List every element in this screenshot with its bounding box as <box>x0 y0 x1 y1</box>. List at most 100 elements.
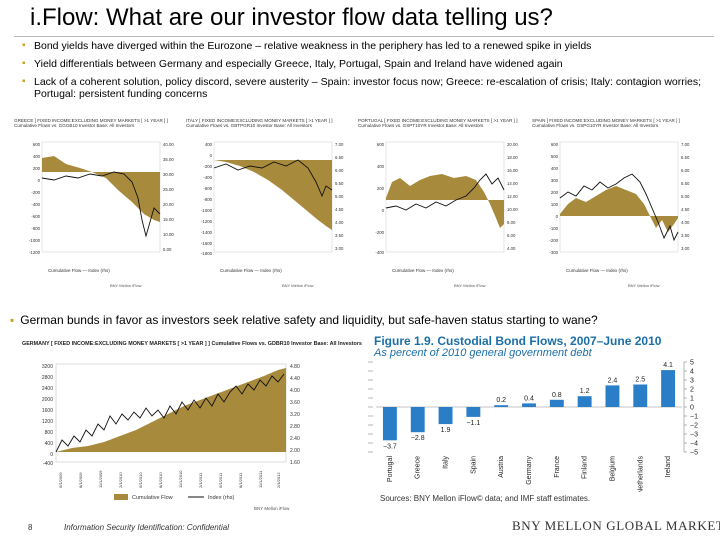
mini-chart-source: BNY Mellon iFlow <box>282 283 314 288</box>
tick: -1000 <box>201 208 213 213</box>
bullet-text: Yield differentials between Germany and … <box>34 58 563 70</box>
tick: 11/1/2011 <box>258 470 263 488</box>
left-tick-marks <box>368 361 373 453</box>
tick: 2400 <box>42 386 53 392</box>
cumulative-flow-area <box>42 156 160 222</box>
tick: 3.00 <box>681 246 690 251</box>
tick: 4.50 <box>335 207 344 212</box>
right-axis-ticks: 7.00 6.50 6.00 5.50 5.00 4.50 4.00 3.50 … <box>681 142 690 251</box>
tick: 10.00 <box>507 207 518 212</box>
index-line <box>385 173 505 211</box>
bar-ireland <box>661 370 676 407</box>
germany-chart: 3200 2800 2400 2000 1600 1200 800 400 0 … <box>42 363 300 511</box>
tick: 4.00 <box>335 220 344 225</box>
tick: -400 <box>31 202 40 207</box>
tick: -200 <box>375 230 384 235</box>
tick: 200 <box>551 190 559 195</box>
tick: 5.50 <box>681 181 690 186</box>
figure-source: Sources: BNY Mellon iFlow© data; and IMF… <box>380 494 591 503</box>
y-axis-ticks: 5 4 3 2 1 0 −1 −2 −3 −4 −5 <box>684 360 698 457</box>
tick: 20.00 <box>507 142 518 147</box>
tick: -1200 <box>201 219 213 224</box>
category-label: Ireland <box>665 456 672 478</box>
bar-belgium <box>605 385 620 407</box>
mini-chart-legend: Cumulative Flow — Index (rhs) <box>392 268 454 273</box>
value-label: 0.2 <box>496 397 506 404</box>
legend-flow-label: Cumulative Flow <box>132 495 173 501</box>
tick: 3.20 <box>290 412 300 418</box>
tick: 18.00 <box>507 155 518 160</box>
y-tick-label: 0 <box>690 405 694 412</box>
category-label: Portugal <box>387 456 394 483</box>
mini-chart-title: SPAIN [ FIXED INCOME:EXCLUDING MONEY MAR… <box>532 118 680 129</box>
index-line <box>41 171 161 238</box>
figure-title: Figure 1.9. Custodial Bond Flows, 2007–J… <box>374 334 662 348</box>
tick: 600 <box>551 142 559 147</box>
bar-greece <box>410 407 425 433</box>
tick: 1200 <box>42 419 53 425</box>
value-label: 2.4 <box>608 377 618 384</box>
tick: 3.60 <box>290 400 300 406</box>
value-label: 2.5 <box>635 377 645 384</box>
tick: 8/1/2011 <box>238 472 243 488</box>
tick: 100 <box>551 202 559 207</box>
tick: 15.00 <box>163 217 174 222</box>
tick: 200 <box>377 186 385 191</box>
tick: 25.00 <box>163 187 174 192</box>
y-tick-label: 2 <box>690 387 694 394</box>
tick: 4.00 <box>681 220 690 225</box>
y-tick-label: −3 <box>690 432 698 439</box>
tick: 2.00 <box>290 448 300 454</box>
tick: 5/1/2011 <box>218 472 223 488</box>
tick: 3.00 <box>335 246 344 251</box>
bullet-item: ▪ Yield differentials between Germany and… <box>22 58 712 70</box>
bar-france <box>549 399 564 407</box>
mini-chart-source: BNY Mellon iFlow <box>454 283 486 288</box>
value-label: 4.1 <box>663 362 673 369</box>
square-bullet-icon: ▪ <box>22 76 26 87</box>
bar-austria <box>494 405 509 407</box>
index-line <box>55 373 285 453</box>
tick: 8/1/2010 <box>158 472 163 488</box>
category-labels: Portugal Greece Italy Spain Austria Germany Fr… <box>387 456 672 492</box>
category-label: Belgium <box>609 456 616 481</box>
mini-chart-legend: Cumulative Flow — Index (rhs) <box>48 268 110 273</box>
tick: 0 <box>38 178 41 183</box>
mini-chart-legend: Cumulative Flow — Index (rhs) <box>220 268 282 273</box>
tick: -1400 <box>201 230 213 235</box>
value-label: −3.7 <box>383 443 397 450</box>
figure-subtitle: As percent of 2010 general government de… <box>374 347 592 359</box>
tick: 400 <box>205 142 213 147</box>
tick: 0 <box>556 214 559 219</box>
mini-chart-source: BNY Mellon iFlow <box>628 283 660 288</box>
tick: 40.00 <box>163 142 174 147</box>
tick: 10.00 <box>163 232 174 237</box>
germany-chart-title: GERMANY [ FIXED INCOME:EXCLUDING MONEY M… <box>22 341 362 347</box>
tick: 2/1/2012 <box>276 472 281 488</box>
left-axis-ticks: 600 400 200 0 -200 -400 -600 -800 -1000 … <box>29 142 41 255</box>
tick: -600 <box>203 186 212 191</box>
square-bullet-icon: ▪ <box>22 40 26 51</box>
top-bullet-list: ▪ Bond yields have diverged within the Eu… <box>22 40 712 106</box>
tick: 5.00 <box>163 247 172 252</box>
mini-chart-plot: 600 400 200 0 -200 -400 -600 -800 -1000 … <box>29 141 174 255</box>
tick: 16.00 <box>507 168 518 173</box>
cumulative-flow-area <box>214 160 332 230</box>
mini-chart-title: PORTUGAL [ FIXED INCOME:EXCLUDING MONEY … <box>358 118 518 129</box>
tick: 2/1/2010 <box>118 472 123 488</box>
tick: -300 <box>549 250 558 255</box>
tick: 5.00 <box>681 194 690 199</box>
tick: 11/1/2009 <box>98 470 103 488</box>
tick: 400 <box>551 166 559 171</box>
right-axis-ticks: 7.00 6.50 6.00 5.50 5.00 4.50 4.00 3.50 … <box>335 142 344 251</box>
tick: 8/1/2009 <box>78 472 83 488</box>
right-axis-ticks: 20.00 18.00 16.00 14.00 12.00 10.00 8.00… <box>507 142 518 251</box>
category-label: Spain <box>470 456 477 474</box>
tick: 14.00 <box>507 181 518 186</box>
page-number: 8 <box>28 523 33 532</box>
bullet-item: ▪ Lack of a coherent solution, policy dis… <box>22 76 712 100</box>
tick: 1.60 <box>290 460 300 466</box>
left-axis-ticks: 600 400 200 0 -200 -400 <box>375 142 384 255</box>
tick: 30.00 <box>163 172 174 177</box>
category-label: Austria <box>498 456 505 478</box>
